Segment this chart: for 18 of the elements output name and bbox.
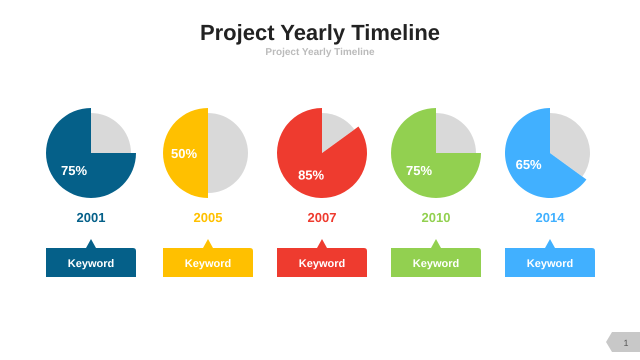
data-label: 50%: [170, 146, 198, 161]
text: 2001: [76, 210, 106, 225]
data-label: 65%: [516, 156, 542, 172]
text: 2014: [536, 210, 566, 225]
text: 2010: [422, 210, 450, 225]
data-label: 75%: [61, 162, 88, 178]
text: Project Yearly Timeline: [265, 47, 376, 58]
text: Keyword: [412, 258, 460, 270]
text: 2007: [308, 210, 336, 225]
text: Project Yearly Timeline: [200, 20, 440, 45]
text: Keyword: [298, 258, 346, 270]
data-label: 85%: [298, 167, 325, 182]
text: Keyword: [68, 258, 114, 270]
data-label: 75%: [406, 162, 432, 178]
text: Keyword: [184, 258, 232, 270]
text: 1: [623, 338, 629, 348]
text: Keyword: [526, 258, 574, 270]
text: 2005: [194, 210, 222, 225]
